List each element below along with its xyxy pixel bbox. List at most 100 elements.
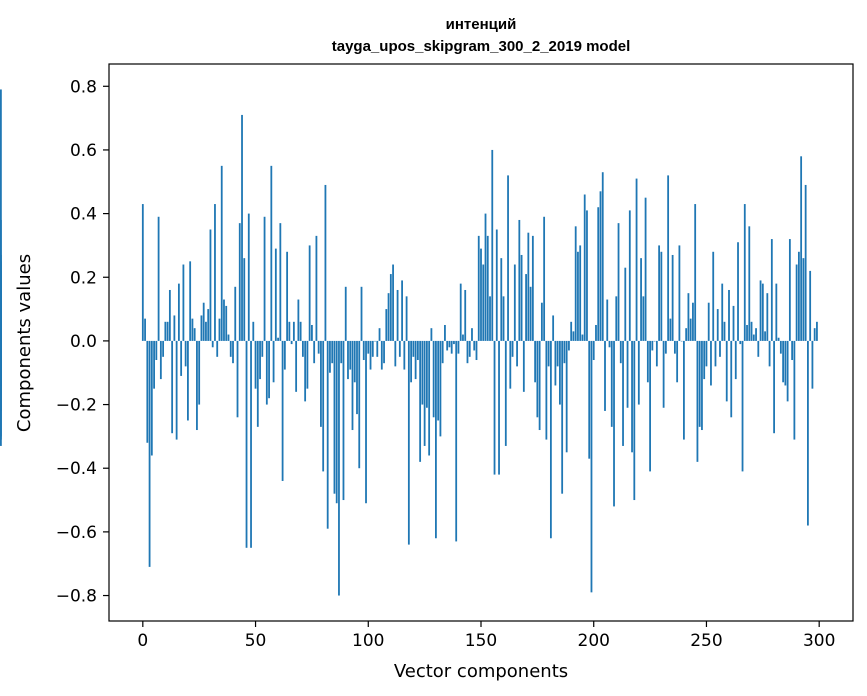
bar <box>673 340 676 354</box>
bar <box>234 286 237 341</box>
bar <box>811 340 814 389</box>
bar <box>703 340 706 380</box>
x-tick-label: 200 <box>578 631 610 651</box>
bar <box>531 235 534 341</box>
bar <box>144 318 146 341</box>
bar <box>640 258 642 341</box>
bar <box>288 321 291 341</box>
x-tick-label: 0 <box>137 631 148 651</box>
bar <box>435 340 437 539</box>
bar <box>392 264 394 341</box>
bar <box>441 340 444 364</box>
bar <box>495 229 498 341</box>
y-tick-label: 0.6 <box>70 141 97 161</box>
bar <box>150 340 153 456</box>
bar <box>338 340 340 596</box>
bar <box>622 340 624 446</box>
bar <box>365 340 367 504</box>
bar <box>791 340 794 361</box>
bar <box>554 340 557 386</box>
bar <box>475 340 478 361</box>
chart-title-line-1: интенций <box>446 16 517 33</box>
bar <box>380 340 383 370</box>
x-axis-ticks: 0 50 100 150 200 250 300 <box>137 621 835 651</box>
bar <box>489 296 491 341</box>
bar <box>486 235 489 341</box>
bar <box>457 340 460 354</box>
bar <box>586 210 588 341</box>
bar <box>509 340 512 389</box>
y-tick-label: −0.8 <box>56 587 97 607</box>
bar <box>568 340 570 351</box>
bar <box>642 296 645 341</box>
x-tick-label: 300 <box>803 631 835 651</box>
y-tick-label: −0.6 <box>56 523 97 543</box>
bar <box>624 267 627 341</box>
y-tick-label: 0.0 <box>70 332 97 352</box>
bar <box>279 223 282 341</box>
chart-title-line-2: tayga_upos_skipgram_300_2_2019 model <box>332 38 631 55</box>
bar <box>416 340 419 361</box>
bar <box>809 270 812 341</box>
bar <box>525 274 527 341</box>
bar <box>592 340 595 361</box>
bar <box>692 302 694 341</box>
bar <box>601 172 604 341</box>
bar <box>175 340 178 440</box>
bar <box>385 309 388 341</box>
bar <box>471 328 473 341</box>
bar <box>367 340 370 354</box>
bar <box>444 324 446 341</box>
bar <box>694 204 697 341</box>
bar <box>141 204 144 341</box>
bar <box>626 340 629 408</box>
bar <box>786 340 789 402</box>
bar <box>746 324 748 341</box>
x-tick-label: 150 <box>465 631 497 651</box>
bar <box>205 321 207 341</box>
bar <box>750 321 753 341</box>
bar <box>477 235 480 341</box>
bar <box>453 340 455 345</box>
bar <box>782 340 785 383</box>
bar <box>173 315 176 341</box>
bar <box>236 340 239 418</box>
bar <box>613 340 615 507</box>
bar <box>450 340 453 354</box>
bar <box>730 340 733 418</box>
bar <box>529 286 532 341</box>
bar <box>498 340 500 475</box>
bar <box>232 340 234 364</box>
bar <box>655 340 658 367</box>
bar <box>482 264 485 341</box>
bar <box>268 340 270 399</box>
bar <box>430 328 433 341</box>
bar <box>200 315 203 341</box>
bar <box>577 251 579 341</box>
bar <box>579 245 582 341</box>
bar <box>725 340 728 402</box>
bar <box>757 340 760 357</box>
bar <box>148 340 151 567</box>
bar <box>250 340 252 548</box>
bar <box>466 340 469 364</box>
bar <box>297 299 300 341</box>
bar <box>547 340 550 367</box>
bar <box>439 340 442 437</box>
bar <box>464 289 467 341</box>
bar <box>243 258 246 341</box>
bar <box>797 251 800 341</box>
y-tick-label: 0.4 <box>70 205 97 225</box>
bar <box>214 204 216 341</box>
bar <box>317 340 320 354</box>
bar <box>202 302 205 341</box>
bar <box>678 245 681 341</box>
bar <box>277 337 279 341</box>
bar <box>398 340 401 357</box>
bar <box>748 226 751 341</box>
bar <box>407 340 410 545</box>
bar <box>259 340 261 380</box>
bar <box>0 318 2 341</box>
y-tick-label: −0.2 <box>56 396 97 416</box>
bar <box>168 289 171 341</box>
